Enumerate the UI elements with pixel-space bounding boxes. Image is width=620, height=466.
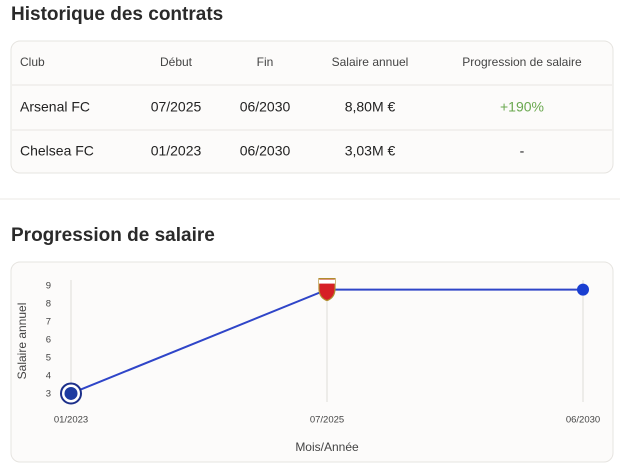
point-marker — [318, 278, 336, 302]
y-tick-label: 9 — [46, 281, 51, 292]
chart-card — [10, 261, 614, 463]
y-axis-label: Salaire annuel — [15, 303, 29, 380]
table-cell: 3,03M € — [345, 143, 396, 159]
point-marker — [577, 283, 589, 296]
club-badge-band — [319, 279, 335, 284]
table-cell: 07/2025 — [151, 99, 202, 115]
club-badge — [318, 278, 336, 302]
y-tick-label: 7 — [46, 317, 51, 328]
x-tick-label: 01/2023 — [54, 415, 88, 426]
x-tick-label: 06/2030 — [566, 415, 600, 426]
y-tick-label: 4 — [46, 371, 51, 382]
table-header: Progression de salaire — [462, 55, 582, 69]
section-title: Historique des contrats — [11, 4, 223, 25]
table-cell: 8,80M € — [345, 99, 396, 115]
x-axis-label: Mois/Année — [295, 440, 359, 454]
point — [577, 283, 589, 296]
y-tick-label: 3 — [46, 389, 51, 400]
table-header: Fin — [257, 55, 274, 69]
table-card — [10, 40, 614, 174]
table-header: Club — [20, 55, 45, 69]
y-tick-label: 5 — [46, 353, 51, 364]
y-tick-label: 8 — [46, 299, 51, 310]
club-badge-inner — [64, 386, 78, 400]
table-header: Salaire annuel — [332, 55, 409, 69]
point-marker — [60, 382, 82, 405]
x-tick-label: 07/2025 — [310, 415, 344, 426]
section-title: Progression de salaire — [11, 225, 215, 246]
table-cell: +190% — [500, 99, 544, 115]
y-tick-label: 6 — [46, 335, 51, 346]
table-cell: 06/2030 — [240, 143, 291, 159]
table-cell: Arsenal FC — [20, 99, 90, 115]
table-cell: 06/2030 — [240, 99, 291, 115]
table-cell: 01/2023 — [151, 143, 202, 159]
table-header: Début — [160, 55, 193, 69]
table-cell: - — [520, 143, 525, 159]
table-cell: Chelsea FC — [20, 143, 94, 159]
